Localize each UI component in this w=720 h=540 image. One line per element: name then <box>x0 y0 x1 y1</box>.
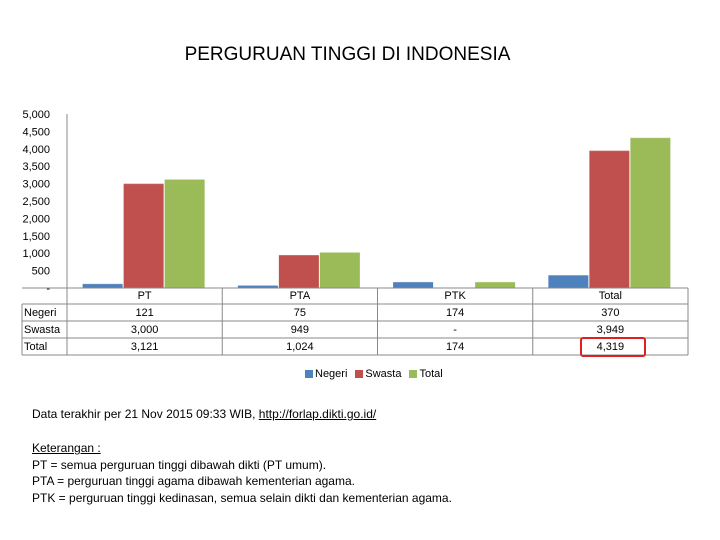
table-cell-value: 370 <box>601 307 619 319</box>
bar-swasta-pt <box>123 183 164 288</box>
bar-negeri-pt <box>82 283 123 288</box>
y-tick-label: 2,500 <box>22 196 50 208</box>
legend-item-negeri: Negeri <box>305 368 347 380</box>
data-source-note: Data terakhir per 21 Nov 2015 09:33 WIB,… <box>32 406 376 422</box>
note-line-pt: PT = semua perguruan tinggi dibawah dikt… <box>32 457 327 472</box>
y-tick-label: 4,500 <box>22 126 50 138</box>
y-tick-label: 4,000 <box>22 144 50 156</box>
bar-chart: - 500 1,000 1,500 2,000 2,500 3,000 3,500 4,000 4… <box>21 109 689 356</box>
table-row-label: Negeri <box>24 307 56 319</box>
data-source-text: Data terakhir per 21 Nov 2015 09:33 WIB, <box>32 407 259 421</box>
table-cell-value: 3,949 <box>597 324 625 336</box>
table-cell-value: 121 <box>135 307 153 319</box>
legend-item-swasta: Swasta <box>355 368 401 380</box>
bar-total-pt <box>164 179 205 288</box>
x-tick-label: Total <box>599 290 622 302</box>
bar-negeri-ptk <box>393 281 434 288</box>
data-source-link[interactable]: http://forlap.dikti.go.id/ <box>258 407 377 421</box>
y-tick-label: 3,500 <box>22 161 50 173</box>
table-cell-value: 3,121 <box>131 341 159 353</box>
bar-swasta-pta <box>278 254 319 288</box>
table-cell-value: 174 <box>446 307 464 319</box>
bar-negeri-total <box>548 275 589 288</box>
legend-swatch-negeri <box>305 370 313 378</box>
legend-label-total: Total <box>419 368 443 380</box>
table-cell-value: 949 <box>291 324 309 336</box>
table-cell-value: 3,000 <box>131 324 159 336</box>
x-tick-label: PTK <box>444 290 466 302</box>
y-tick-label: 1,000 <box>22 248 50 260</box>
table-row-label: Total <box>24 341 47 353</box>
legend-item-total: Total <box>409 368 443 380</box>
y-tick-label: 5,000 <box>22 109 50 121</box>
bar-total-pta <box>319 252 360 288</box>
table-cell-value: - <box>453 324 457 336</box>
y-tick-label: - <box>46 283 50 295</box>
bar-total-ptk <box>475 281 516 288</box>
chart-legend: Negeri Swasta Total <box>305 368 443 380</box>
x-tick-label: PTA <box>290 290 311 302</box>
y-tick-label: 2,000 <box>22 213 50 225</box>
table-row-label: Swasta <box>24 324 61 336</box>
table-cell-value: 1,024 <box>286 341 314 353</box>
note-line-ptk: PTK = perguruan tinggi kedinasan, semua … <box>32 490 452 505</box>
highlight-box <box>580 337 646 357</box>
x-tick-label: PT <box>138 290 152 302</box>
legend-swatch-swasta <box>355 370 364 378</box>
legend-label-swasta: Swasta <box>365 368 402 380</box>
y-tick-label: 3,000 <box>22 179 50 191</box>
bar-negeri-pta <box>237 285 278 288</box>
table-cell-value: 174 <box>446 341 464 353</box>
legend-label-negeri: Negeri <box>315 368 348 380</box>
note-line-pta: PTA = perguruan tinggi agama dibawah kem… <box>32 474 355 488</box>
bar-total-total <box>630 137 671 288</box>
table-cell-value: 75 <box>294 307 306 319</box>
legend-swatch-total <box>409 370 418 378</box>
chart-title: PERGURUAN TINGGI DI INDONESIA <box>184 44 511 65</box>
notes-block: Keterangan : PT = semua perguruan tinggi… <box>32 440 452 506</box>
y-tick-label: 500 <box>32 266 50 278</box>
table-cell-value: 4,319 <box>597 341 625 353</box>
notes-heading: Keterangan : <box>32 441 101 455</box>
bar-swasta-total <box>589 150 630 288</box>
y-tick-label: 1,500 <box>22 231 50 243</box>
